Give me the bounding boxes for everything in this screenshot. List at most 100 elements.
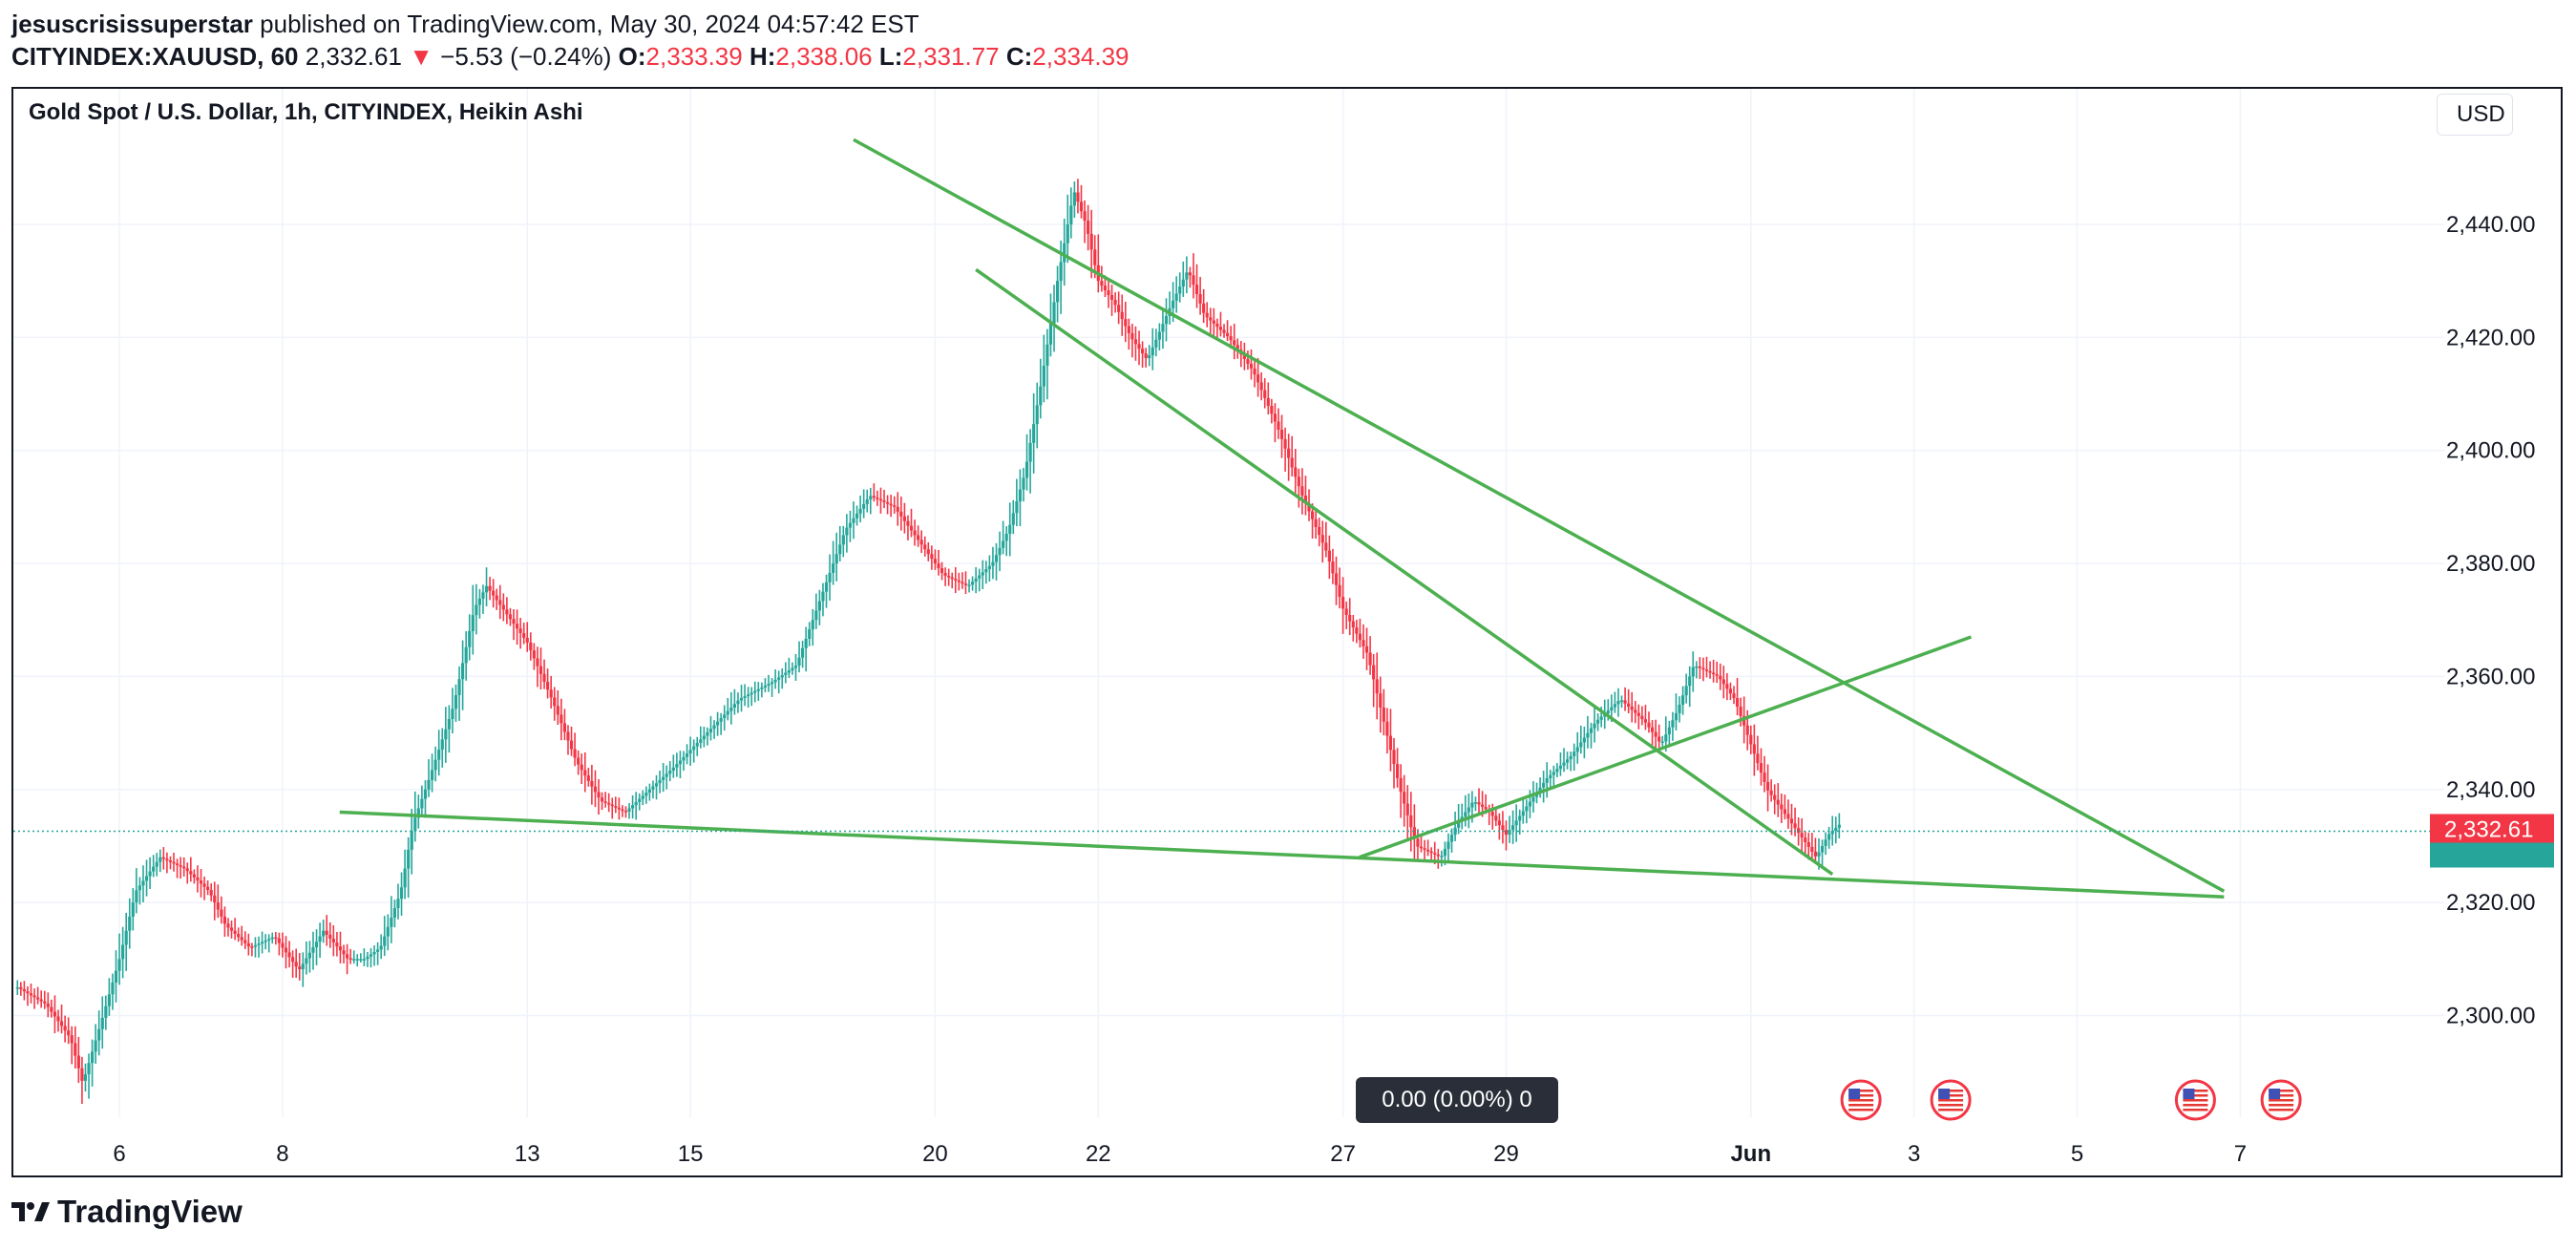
us-flag-event-icon[interactable]: [1840, 1079, 1882, 1121]
candle-body: [1185, 272, 1189, 280]
candle-body: [991, 561, 995, 566]
candle-body: [454, 694, 458, 709]
candle-body: [311, 946, 315, 953]
tradingview-logo[interactable]: TradingView: [11, 1194, 243, 1230]
flag-stripe: [1848, 1099, 1874, 1102]
candle-body: [213, 895, 217, 903]
candle-body: [161, 857, 165, 859]
candle-body: [301, 963, 305, 969]
candle-body: [90, 1051, 95, 1064]
candle-body: [1586, 732, 1590, 738]
candle-body: [753, 690, 757, 693]
candle-body: [838, 544, 842, 555]
candle-body: [1484, 807, 1488, 810]
candle-body: [1830, 831, 1834, 835]
candle-body: [1358, 633, 1362, 641]
candle-body: [1595, 719, 1600, 724]
candle-body: [791, 667, 794, 671]
candle-body: [1494, 815, 1498, 821]
candle-body: [488, 585, 492, 591]
candle-body: [495, 595, 498, 601]
flag-stripe: [2269, 1094, 2294, 1097]
candle-body: [501, 604, 505, 610]
candle-body: [257, 943, 261, 945]
candle-body: [685, 753, 689, 757]
candle-body: [1079, 201, 1084, 212]
flag-stripe: [2183, 1094, 2208, 1097]
candle-body: [1671, 720, 1675, 728]
candle-body: [471, 615, 475, 631]
candle-body: [1575, 747, 1579, 752]
currency-selector[interactable]: USD: [2437, 94, 2513, 136]
candle-body: [957, 580, 961, 582]
candle-body: [1613, 704, 1616, 708]
candle-body: [981, 572, 984, 576]
candle-body: [750, 692, 753, 695]
candle-body: [1055, 281, 1060, 303]
candle-body: [1735, 698, 1740, 707]
candle-body: [423, 789, 428, 799]
candle-body: [1558, 765, 1563, 770]
candle-body: [413, 817, 417, 832]
candle-body: [1109, 294, 1114, 300]
candle-body: [1018, 489, 1023, 501]
candle-body: [1256, 374, 1260, 383]
candle-body: [376, 949, 380, 952]
candle-body: [682, 756, 686, 761]
candle-body: [1701, 667, 1705, 670]
us-flag-event-icon[interactable]: [2260, 1079, 2302, 1121]
series-legend-title: Gold Spot / U.S. Dollar, 1h, CITYINDEX, …: [29, 99, 583, 125]
candle-body: [1028, 442, 1032, 462]
candle-body: [1334, 573, 1339, 585]
candle-body: [165, 858, 169, 861]
candle-body: [1270, 406, 1274, 414]
candle-body: [1198, 294, 1202, 304]
candle-body: [1715, 674, 1719, 676]
candle-body: [63, 1026, 67, 1031]
x-tick-label: 6: [113, 1141, 125, 1167]
candle-body: [865, 499, 869, 504]
candle-body: [767, 684, 771, 687]
candle-body: [1379, 693, 1383, 708]
candle-body: [281, 942, 285, 948]
candle-body: [1464, 812, 1467, 817]
candle-body: [841, 535, 845, 545]
candle-body: [111, 982, 115, 995]
candle-body: [19, 986, 23, 990]
candle-body: [1813, 851, 1818, 857]
candle-body: [1508, 830, 1511, 836]
candle-body: [719, 718, 723, 722]
candle-body: [1174, 293, 1178, 301]
flag-stripe: [2183, 1109, 2208, 1111]
high-label: H:: [749, 42, 776, 71]
candle-body: [451, 709, 454, 719]
flag-canton: [1848, 1089, 1861, 1099]
us-flag-event-icon[interactable]: [1930, 1079, 1972, 1121]
trendline: [1359, 635, 1973, 859]
candle-body: [325, 930, 328, 935]
candle-body: [1667, 727, 1671, 735]
candle-body: [1569, 755, 1573, 760]
candle-body: [1739, 706, 1742, 716]
candle-body: [182, 866, 186, 869]
flag-stripe: [2269, 1109, 2294, 1111]
x-tick-label: 20: [922, 1141, 948, 1167]
candle-body: [893, 505, 897, 507]
candle-body: [706, 731, 709, 736]
candle-body: [322, 930, 326, 937]
candle-body: [1409, 815, 1413, 828]
candle-body: [702, 735, 706, 740]
candle-body: [1297, 476, 1300, 487]
candle-body: [848, 522, 853, 528]
trendline: [853, 138, 2226, 893]
candle-body: [1538, 787, 1542, 793]
candle-body: [1083, 211, 1087, 222]
candle-body: [1388, 735, 1393, 751]
candle-body: [53, 1011, 57, 1017]
candle-body: [729, 707, 733, 711]
us-flag-event-icon[interactable]: [2174, 1079, 2216, 1121]
close-value: 2,334.39: [1032, 42, 1130, 71]
candle-body: [1647, 722, 1651, 728]
author-name[interactable]: jesuscrisissuperstar: [11, 10, 253, 38]
